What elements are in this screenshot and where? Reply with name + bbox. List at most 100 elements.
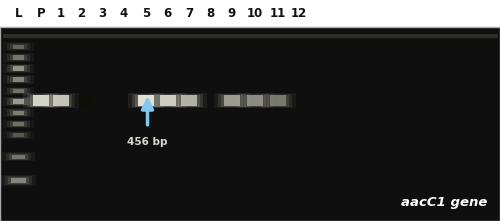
Bar — [7, 88, 30, 94]
Bar — [132, 94, 160, 107]
Bar — [3, 42, 34, 51]
Text: L: L — [15, 7, 22, 20]
Text: 3: 3 — [98, 7, 106, 20]
Bar — [237, 93, 273, 108]
Bar — [13, 122, 24, 126]
Bar — [8, 177, 29, 184]
Bar — [175, 94, 203, 107]
Bar — [11, 178, 26, 183]
Bar — [156, 95, 178, 107]
Bar — [181, 95, 197, 106]
Text: 1: 1 — [57, 7, 65, 20]
Bar — [6, 153, 31, 160]
Bar — [47, 94, 75, 107]
Bar — [10, 98, 27, 105]
Bar — [9, 154, 28, 160]
Bar — [7, 98, 30, 105]
Bar — [13, 45, 24, 49]
Bar — [74, 95, 90, 106]
Bar — [3, 87, 34, 95]
Bar — [30, 95, 52, 107]
Text: 10: 10 — [247, 7, 263, 20]
Bar — [2, 34, 498, 36]
Bar — [7, 76, 30, 83]
Bar — [10, 121, 27, 127]
Bar — [64, 93, 100, 108]
Bar — [7, 109, 30, 116]
Text: P: P — [36, 7, 46, 20]
Bar — [3, 53, 34, 62]
Bar — [2, 36, 498, 39]
Text: 7: 7 — [185, 7, 193, 20]
Bar — [3, 64, 34, 73]
Bar — [218, 94, 246, 107]
Bar — [241, 94, 269, 107]
Bar — [10, 55, 27, 60]
Text: 8: 8 — [206, 7, 214, 20]
Bar — [266, 95, 288, 107]
Bar — [270, 95, 285, 106]
Bar — [13, 89, 24, 93]
Bar — [10, 77, 27, 82]
Bar — [13, 99, 24, 104]
Bar — [7, 121, 30, 127]
Bar — [3, 97, 34, 106]
Bar — [70, 95, 92, 107]
Bar — [12, 155, 25, 159]
Bar — [13, 133, 24, 137]
Bar — [7, 43, 30, 50]
Bar — [23, 93, 59, 108]
Bar — [33, 95, 49, 106]
Text: aacC1 gene: aacC1 gene — [401, 196, 488, 209]
Bar — [150, 93, 186, 108]
Bar — [10, 44, 27, 49]
Bar — [1, 175, 36, 186]
Bar — [224, 95, 240, 106]
Bar — [10, 110, 27, 116]
Bar — [0, 0, 500, 27]
Text: 6: 6 — [164, 7, 172, 20]
Bar — [10, 88, 27, 93]
Bar — [53, 95, 69, 106]
Bar — [27, 94, 55, 107]
Bar — [13, 77, 24, 82]
Bar — [154, 94, 182, 107]
Bar — [7, 132, 30, 138]
Bar — [68, 94, 96, 107]
Bar — [135, 95, 157, 107]
Bar — [171, 93, 207, 108]
Bar — [13, 110, 24, 115]
Bar — [128, 93, 164, 108]
Text: 9: 9 — [228, 7, 235, 20]
Text: 11: 11 — [270, 7, 285, 20]
Text: 2: 2 — [78, 7, 86, 20]
Bar — [3, 108, 34, 117]
Bar — [5, 176, 32, 185]
Bar — [160, 95, 176, 106]
Text: 4: 4 — [120, 7, 128, 20]
Bar — [260, 93, 296, 108]
Bar — [3, 120, 34, 128]
Bar — [7, 65, 30, 72]
Bar — [244, 95, 266, 107]
Bar — [2, 34, 498, 38]
Bar — [43, 93, 79, 108]
Bar — [10, 65, 27, 71]
Bar — [3, 131, 34, 139]
Bar — [220, 95, 242, 107]
Bar — [214, 93, 250, 108]
Bar — [13, 66, 24, 71]
Bar — [10, 133, 27, 138]
Bar — [178, 95, 200, 107]
Bar — [7, 54, 30, 61]
Bar — [0, 27, 500, 221]
Bar — [50, 95, 72, 107]
Text: 456 bp: 456 bp — [127, 137, 168, 147]
Bar — [138, 95, 154, 106]
Text: 12: 12 — [290, 7, 306, 20]
Bar — [2, 152, 35, 161]
Bar — [264, 94, 291, 107]
Text: 5: 5 — [142, 7, 150, 20]
Bar — [13, 55, 24, 60]
Bar — [3, 75, 34, 84]
